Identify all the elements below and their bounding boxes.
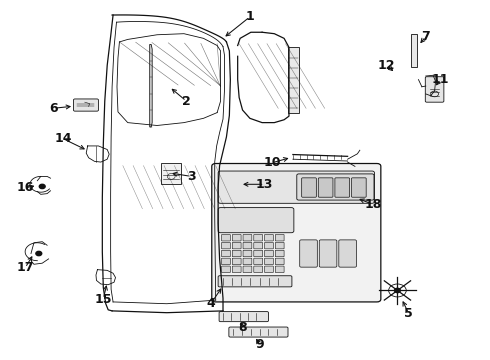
FancyBboxPatch shape (254, 242, 263, 249)
Text: 16: 16 (17, 181, 34, 194)
Text: 3: 3 (187, 170, 196, 183)
FancyBboxPatch shape (425, 77, 444, 102)
FancyBboxPatch shape (275, 234, 284, 241)
FancyBboxPatch shape (243, 258, 252, 265)
Text: 4: 4 (206, 297, 215, 310)
FancyBboxPatch shape (265, 234, 273, 241)
FancyBboxPatch shape (254, 266, 263, 273)
Text: 5: 5 (404, 307, 413, 320)
FancyBboxPatch shape (265, 266, 273, 273)
Circle shape (36, 251, 42, 256)
Text: 18: 18 (365, 198, 382, 211)
FancyBboxPatch shape (265, 250, 273, 257)
FancyBboxPatch shape (265, 242, 273, 249)
FancyBboxPatch shape (254, 258, 263, 265)
FancyBboxPatch shape (254, 234, 263, 241)
FancyBboxPatch shape (232, 250, 241, 257)
Text: 14: 14 (54, 132, 72, 145)
Text: 2: 2 (182, 95, 191, 108)
FancyBboxPatch shape (221, 258, 230, 265)
FancyBboxPatch shape (335, 178, 349, 197)
FancyBboxPatch shape (229, 327, 288, 337)
Text: 8: 8 (238, 321, 247, 334)
FancyBboxPatch shape (219, 312, 269, 321)
FancyBboxPatch shape (275, 266, 284, 273)
Text: 15: 15 (95, 293, 112, 306)
FancyBboxPatch shape (243, 250, 252, 257)
Text: 11: 11 (432, 73, 449, 86)
FancyBboxPatch shape (288, 46, 299, 113)
FancyBboxPatch shape (319, 240, 337, 267)
FancyBboxPatch shape (161, 163, 181, 184)
Text: 10: 10 (263, 156, 281, 169)
FancyBboxPatch shape (275, 250, 284, 257)
FancyBboxPatch shape (265, 258, 273, 265)
FancyBboxPatch shape (339, 240, 356, 267)
FancyBboxPatch shape (243, 242, 252, 249)
Circle shape (39, 184, 45, 189)
Circle shape (394, 288, 400, 293)
Text: 9: 9 (255, 338, 264, 351)
FancyBboxPatch shape (218, 208, 294, 233)
FancyBboxPatch shape (243, 266, 252, 273)
FancyBboxPatch shape (275, 242, 284, 249)
FancyBboxPatch shape (232, 234, 241, 241)
FancyBboxPatch shape (254, 250, 263, 257)
FancyBboxPatch shape (74, 99, 98, 111)
FancyBboxPatch shape (212, 163, 381, 302)
FancyBboxPatch shape (221, 250, 230, 257)
FancyBboxPatch shape (300, 240, 318, 267)
Polygon shape (150, 44, 152, 127)
FancyBboxPatch shape (302, 178, 317, 197)
FancyBboxPatch shape (318, 178, 333, 197)
FancyBboxPatch shape (218, 276, 292, 287)
FancyBboxPatch shape (351, 178, 366, 197)
FancyBboxPatch shape (297, 174, 374, 200)
Text: 17: 17 (16, 261, 34, 274)
FancyBboxPatch shape (232, 266, 241, 273)
FancyBboxPatch shape (221, 266, 230, 273)
Text: 6: 6 (49, 102, 58, 115)
FancyBboxPatch shape (232, 242, 241, 249)
FancyBboxPatch shape (221, 242, 230, 249)
FancyBboxPatch shape (411, 35, 417, 67)
FancyBboxPatch shape (218, 171, 374, 203)
Text: 1: 1 (245, 10, 254, 23)
FancyBboxPatch shape (221, 234, 230, 241)
Text: 12: 12 (378, 59, 395, 72)
Text: 7: 7 (421, 30, 430, 43)
Text: 13: 13 (256, 178, 273, 191)
FancyBboxPatch shape (232, 258, 241, 265)
FancyBboxPatch shape (275, 258, 284, 265)
FancyBboxPatch shape (243, 234, 252, 241)
